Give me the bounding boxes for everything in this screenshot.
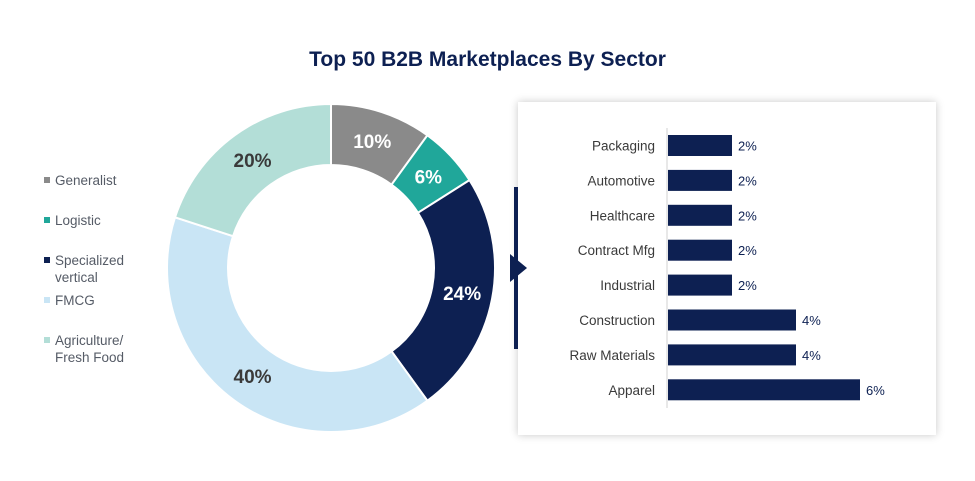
donut-label-agriculture-fresh-food: 20% xyxy=(234,151,272,172)
legend-item-agriculture-fresh-food: Agriculture/ Fresh Food xyxy=(44,332,164,366)
legend-swatch xyxy=(44,257,50,263)
bar-automotive xyxy=(668,169,732,191)
bar-healthcare xyxy=(668,204,732,226)
donut-label-fmcg: 40% xyxy=(234,367,272,388)
bar-value-raw-materials: 4% xyxy=(802,348,821,363)
legend-swatch xyxy=(44,337,50,343)
donut-slice-specialized-vertical xyxy=(390,178,496,403)
bar-value-packaging: 2% xyxy=(738,139,757,154)
bar-category-apparel: Apparel xyxy=(608,383,655,398)
legend-label: Specialized vertical xyxy=(55,253,125,285)
bar-category-construction: Construction xyxy=(579,313,655,328)
bar-value-healthcare: 2% xyxy=(738,208,757,223)
bar-value-industrial: 2% xyxy=(738,278,757,293)
bar-category-raw-materials: Raw Materials xyxy=(569,348,655,363)
bar-raw-materials xyxy=(668,344,796,366)
legend-item-logistic: Logistic xyxy=(44,212,164,229)
legend-label: FMCG xyxy=(55,293,95,308)
legend-label: Agriculture/ Fresh Food xyxy=(55,333,125,365)
bar-value-contract-mfg: 2% xyxy=(738,243,757,258)
pointer-triangle xyxy=(510,254,527,282)
legend-swatch xyxy=(44,297,50,303)
legend-item-fmcg: FMCG xyxy=(44,292,164,309)
bar-value-construction: 4% xyxy=(802,313,821,328)
bar-value-automotive: 2% xyxy=(738,173,757,188)
bar-value-apparel: 6% xyxy=(866,383,885,398)
legend-label: Generalist xyxy=(55,173,117,188)
legend-swatch xyxy=(44,217,50,223)
donut-label-specialized-vertical: 24% xyxy=(443,284,481,305)
bar-category-packaging: Packaging xyxy=(592,139,655,154)
legend-item-generalist: Generalist xyxy=(44,172,164,189)
legend-item-specialized-vertical: Specialized vertical xyxy=(44,252,164,286)
bar-apparel xyxy=(668,379,860,401)
bar-packaging xyxy=(668,135,732,156)
bar-contract-mfg xyxy=(668,239,732,261)
bar-category-industrial: Industrial xyxy=(600,278,655,293)
bar-construction xyxy=(668,309,796,331)
donut-label-generalist: 10% xyxy=(353,132,391,153)
donut-slice-agriculture-fresh-food xyxy=(173,102,332,238)
donut-label-logistic: 6% xyxy=(415,168,443,189)
chart-title: Top 50 B2B Marketplaces By Sector xyxy=(309,48,666,71)
legend-swatch xyxy=(44,177,50,183)
legend-label: Logistic xyxy=(55,213,101,228)
bar-category-automotive: Automotive xyxy=(587,173,655,188)
donut-slice-fmcg xyxy=(166,216,429,433)
bar-category-contract-mfg: Contract Mfg xyxy=(578,243,655,258)
bar-industrial xyxy=(668,274,732,296)
bar-category-healthcare: Healthcare xyxy=(590,208,655,223)
